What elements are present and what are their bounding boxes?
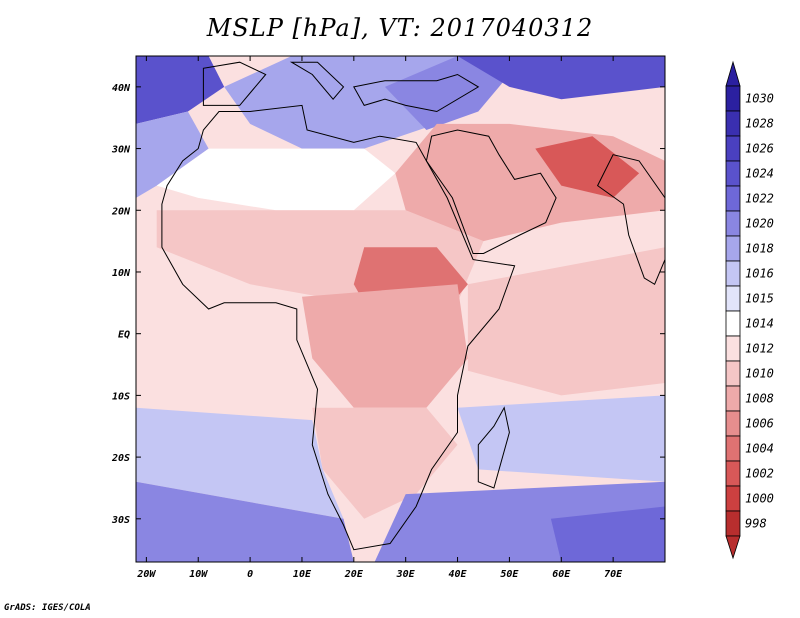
region-south-atlantic-ridge bbox=[136, 407, 344, 519]
coastline-iberia bbox=[202, 61, 267, 106]
colorbar-bottom-arrow bbox=[725, 535, 741, 560]
colorbar-label: 1030 bbox=[745, 92, 774, 106]
colorbar-label: 1020 bbox=[745, 217, 774, 231]
colorbar-label: 1015 bbox=[745, 292, 774, 306]
region-indian-ocean-pink bbox=[467, 247, 665, 396]
lon-tick-label: 0 bbox=[247, 569, 253, 580]
lon-tick-label: 70E bbox=[604, 569, 623, 580]
lon-tick-label: 20W bbox=[136, 569, 156, 580]
colorbar-label: 1000 bbox=[745, 492, 774, 506]
latitude-axis: 40N 30N 20N 10N EQ 10S 20S 30S bbox=[111, 83, 665, 526]
colorbar-swatch bbox=[725, 410, 741, 437]
colorbar-swatch bbox=[725, 85, 741, 112]
lon-tick-label: 20E bbox=[344, 569, 364, 580]
region-eurasia-high bbox=[457, 56, 665, 100]
colorbar-label: 1026 bbox=[745, 142, 774, 156]
region-indian-ocean-ridge bbox=[457, 395, 665, 482]
coastline-africa bbox=[161, 104, 516, 551]
coastline-italy bbox=[289, 61, 345, 100]
colorbar-label: 1028 bbox=[745, 117, 774, 131]
lat-tick-label: 40N bbox=[112, 83, 131, 94]
colorbar-swatch bbox=[725, 210, 741, 237]
region-mascarene-core bbox=[550, 506, 665, 562]
lat-tick-label: 10N bbox=[112, 268, 131, 279]
colorbar-label: 1024 bbox=[745, 167, 774, 181]
colorbar-swatch bbox=[725, 360, 741, 387]
colorbar-label: 1002 bbox=[745, 467, 774, 481]
colorbar-swatch bbox=[725, 310, 741, 337]
region-north-atlantic-high bbox=[136, 56, 225, 124]
colorbar-swatch bbox=[725, 435, 741, 462]
region-atlantic-ridge bbox=[136, 111, 209, 198]
colorbar-label: 1018 bbox=[745, 242, 774, 256]
map-title: MSLP [hPa], VT: 2017040312 bbox=[206, 14, 594, 42]
colorbar-label: 1012 bbox=[745, 342, 774, 356]
lon-tick-label: 30E bbox=[396, 569, 416, 580]
lon-tick-label: 10E bbox=[293, 569, 312, 580]
lat-tick-label: EQ bbox=[118, 330, 130, 341]
colorbar-label: 998 bbox=[745, 517, 767, 531]
region-east-med-high bbox=[384, 56, 510, 130]
colorbar-label: 1010 bbox=[745, 367, 774, 381]
colorbar-swatch bbox=[725, 160, 741, 187]
coastline-arabia bbox=[425, 129, 557, 254]
colorbar-swatch bbox=[725, 260, 741, 287]
colorbar-swatch bbox=[725, 460, 741, 487]
colorbar-swatch bbox=[725, 135, 741, 162]
colorbar-label: 1022 bbox=[745, 192, 774, 206]
region-gulf-guinea-pale bbox=[136, 284, 323, 408]
plot-frame bbox=[135, 55, 666, 563]
pressure-shading bbox=[136, 56, 665, 562]
region-mediterranean-high bbox=[224, 56, 458, 149]
colorbar-label: 1008 bbox=[745, 392, 774, 406]
colorbar-swatch bbox=[725, 110, 741, 137]
colorbar-swatch bbox=[725, 510, 741, 537]
region-south-africa-pink bbox=[312, 407, 458, 519]
region-congo-basin bbox=[302, 284, 468, 408]
lon-tick-label: 60E bbox=[552, 569, 571, 580]
coastline-madagascar bbox=[477, 406, 510, 489]
region-iran-low bbox=[535, 136, 640, 198]
region-sahara-white bbox=[156, 148, 396, 211]
region-south-atlantic-high bbox=[136, 481, 354, 562]
lat-tick-label: 30N bbox=[111, 145, 131, 156]
colorbar-label: 1016 bbox=[745, 267, 774, 281]
colorbar: 1030 1028 1026 1024 1022 1020 1018 1016 1015 1014… bbox=[725, 60, 774, 560]
lat-tick-label: 20N bbox=[111, 206, 131, 217]
colorbar-top-arrow bbox=[725, 60, 741, 87]
colorbar-swatch bbox=[725, 335, 741, 362]
colorbar-swatch bbox=[725, 285, 741, 312]
colorbar-swatch bbox=[725, 485, 741, 512]
coastlines bbox=[161, 61, 665, 551]
longitude-axis: 20W 10W 0 10E 20E 30E 40E 50E 60E 70E bbox=[136, 56, 623, 580]
lon-tick-label: 40E bbox=[449, 569, 468, 580]
lon-tick-label: 50E bbox=[500, 569, 519, 580]
colorbar-swatch bbox=[725, 385, 741, 412]
colorbar-label: 1014 bbox=[745, 317, 774, 331]
colorbar-swatch bbox=[725, 235, 741, 262]
coastline-turkey-europe bbox=[353, 73, 480, 113]
lat-tick-label: 10S bbox=[112, 391, 130, 402]
lat-tick-label: 30S bbox=[111, 515, 130, 526]
lon-tick-label: 10W bbox=[189, 569, 208, 580]
colorbar-label: 1006 bbox=[745, 417, 774, 431]
colorbar-label: 1004 bbox=[745, 442, 774, 456]
grads-credit: GrADS: IGES/COLA bbox=[4, 603, 91, 613]
colorbar-swatch bbox=[725, 185, 741, 212]
coastline-india bbox=[596, 154, 665, 286]
lat-tick-label: 20S bbox=[111, 453, 130, 464]
